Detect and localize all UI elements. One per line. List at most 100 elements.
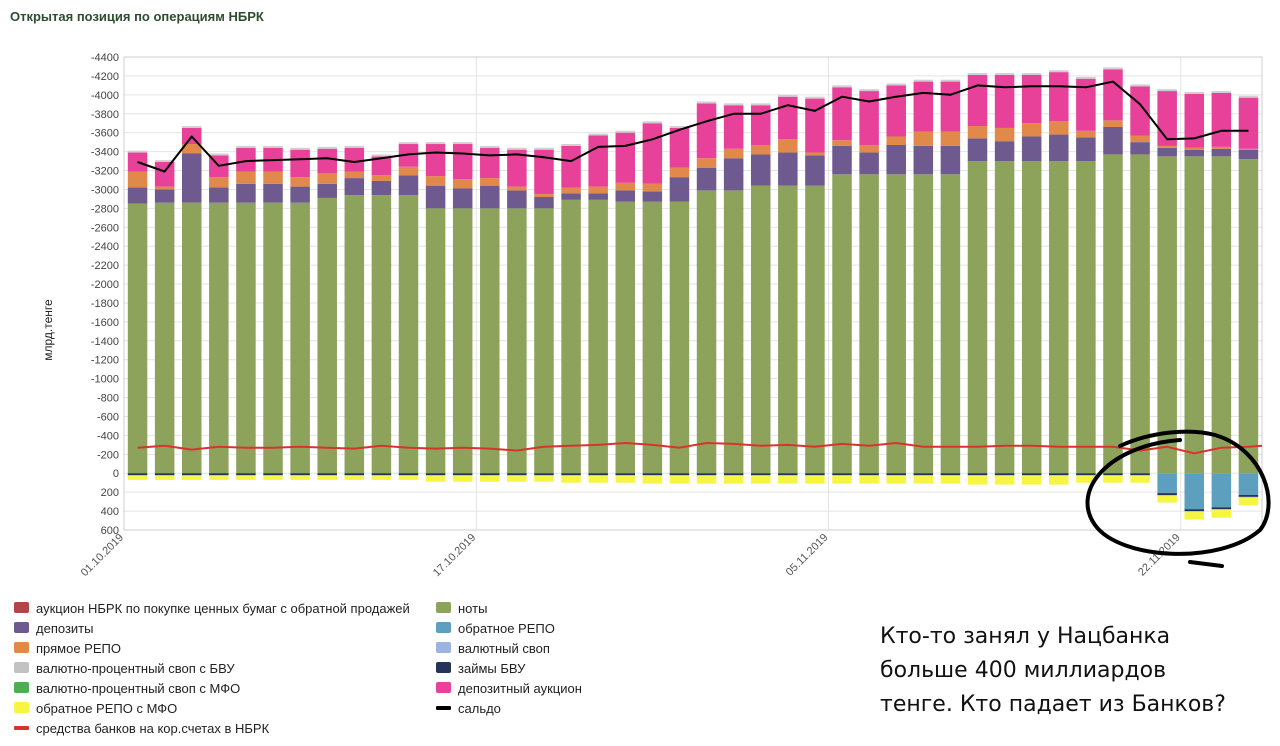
bar-segment	[154, 202, 175, 474]
bar-segment	[507, 475, 527, 477]
bar-segment	[913, 473, 934, 476]
bar-segment	[1238, 159, 1259, 474]
bar-segment	[886, 473, 906, 476]
legend-item[interactable]: займы БВУ	[436, 660, 582, 680]
bar-segment	[480, 476, 500, 482]
bar-segment	[1103, 473, 1123, 476]
bar-segment	[696, 476, 717, 484]
bar-segment	[615, 190, 636, 202]
legend-item[interactable]: обратное РЕПО с МФО	[14, 700, 410, 720]
bar-segment	[398, 142, 419, 145]
bar-segment	[263, 476, 283, 480]
grid-layer	[123, 56, 1263, 531]
bar-segment	[154, 473, 175, 476]
bar-segment	[290, 149, 310, 178]
bar-segment	[1211, 473, 1232, 508]
bar-segment	[642, 183, 663, 192]
bar-segment	[1130, 475, 1150, 477]
bar-segment	[1211, 510, 1232, 518]
y-tick-label: -4200	[91, 71, 119, 83]
bar-segment	[507, 190, 527, 209]
legend-item[interactable]: аукцион НБРК по покупке ценных бумаг с о…	[14, 600, 410, 620]
bar-segment	[859, 174, 879, 474]
bar-segment	[1076, 475, 1096, 477]
bar-segment	[940, 145, 961, 175]
legend-swatch	[14, 682, 29, 693]
bar-segment	[344, 178, 365, 196]
bar-segment	[1076, 473, 1096, 476]
bar-segment	[425, 176, 446, 186]
bar-segment	[994, 73, 1015, 75]
bar-segment	[181, 475, 202, 477]
legend-item[interactable]: ноты	[436, 600, 582, 620]
bar-segment	[642, 121, 663, 124]
bar-segment	[209, 177, 229, 188]
legend-item[interactable]: сальдо	[436, 700, 582, 720]
bar-segment	[425, 142, 446, 145]
bar-segment	[1238, 148, 1259, 150]
bar-segment	[967, 138, 988, 162]
bar-segment	[127, 187, 148, 204]
bar-segment	[344, 195, 365, 474]
bar-segment	[750, 105, 771, 145]
bar-segment	[507, 208, 527, 474]
y-tick-label: -4000	[91, 90, 119, 102]
bar-segment	[669, 126, 690, 128]
bar-segment	[940, 79, 961, 82]
bar-segment	[1049, 72, 1069, 122]
bar-segment	[1157, 156, 1177, 474]
bar-segment	[940, 476, 961, 484]
bar-segment	[398, 476, 419, 480]
bar-segment	[1211, 91, 1232, 93]
bar-segment	[642, 201, 663, 474]
annotation-line-2: больше 400 миллиардов	[880, 658, 1167, 683]
bar-segment	[1049, 161, 1069, 474]
bar-segment	[778, 475, 798, 477]
legend-label: займы БВУ	[458, 661, 526, 676]
bar-segment	[181, 144, 202, 154]
bar-segment	[913, 174, 934, 474]
legend-item[interactable]: депозиты	[14, 620, 410, 640]
bar-segment	[967, 475, 988, 477]
bar-segment	[236, 147, 256, 172]
bar-segment	[1238, 497, 1259, 506]
y-tick-label: -400	[97, 430, 119, 442]
bar-segment	[859, 475, 879, 477]
legend-item[interactable]: валютно-процентный своп с МФО	[14, 680, 410, 700]
bar-segment	[425, 473, 446, 476]
bar-segment	[886, 144, 906, 175]
legend-item[interactable]: валютно-процентный своп с БВУ	[14, 660, 410, 680]
bar-segment	[534, 147, 554, 150]
legend-item[interactable]: прямое РЕПО	[14, 640, 410, 660]
legend-swatch	[436, 662, 451, 673]
bar-segment	[344, 476, 365, 480]
legend-column-left: аукцион НБРК по покупке ценных бумаг с о…	[14, 600, 410, 740]
bar-segment	[588, 473, 608, 476]
chart-canvas: -4400-4200-4000-3800-3600-3400-3200-3000…	[41, 52, 1271, 579]
bar-segment	[371, 154, 392, 157]
bar-segment	[1184, 156, 1205, 474]
legend-label: прямое РЕПО	[36, 641, 121, 656]
bar-segment	[1157, 493, 1177, 495]
bar-segment	[723, 473, 744, 476]
legend-item[interactable]: обратное РЕПО	[436, 620, 582, 640]
bar-segment	[615, 476, 636, 483]
bar-segment	[154, 189, 175, 203]
highlight-circle	[1085, 429, 1271, 568]
bar-segment	[181, 126, 202, 128]
bar-segment	[263, 473, 283, 476]
bar-segment	[1157, 89, 1177, 92]
bar-segment	[967, 74, 988, 127]
bar-segment	[994, 473, 1015, 476]
legend-swatch	[436, 642, 451, 653]
bar-segment	[642, 473, 663, 476]
bar-segment	[263, 145, 283, 148]
bar-segment	[452, 142, 473, 145]
bar-segment	[940, 473, 961, 476]
bar-segment	[1021, 136, 1042, 162]
legend-item[interactable]: средства банков на кор.счетах в НБРК	[14, 720, 410, 740]
bar-segment	[561, 473, 581, 476]
bar-segment	[723, 148, 744, 159]
legend-item[interactable]: валютный своп	[436, 640, 582, 660]
legend-item[interactable]: депозитный аукцион	[436, 680, 582, 700]
